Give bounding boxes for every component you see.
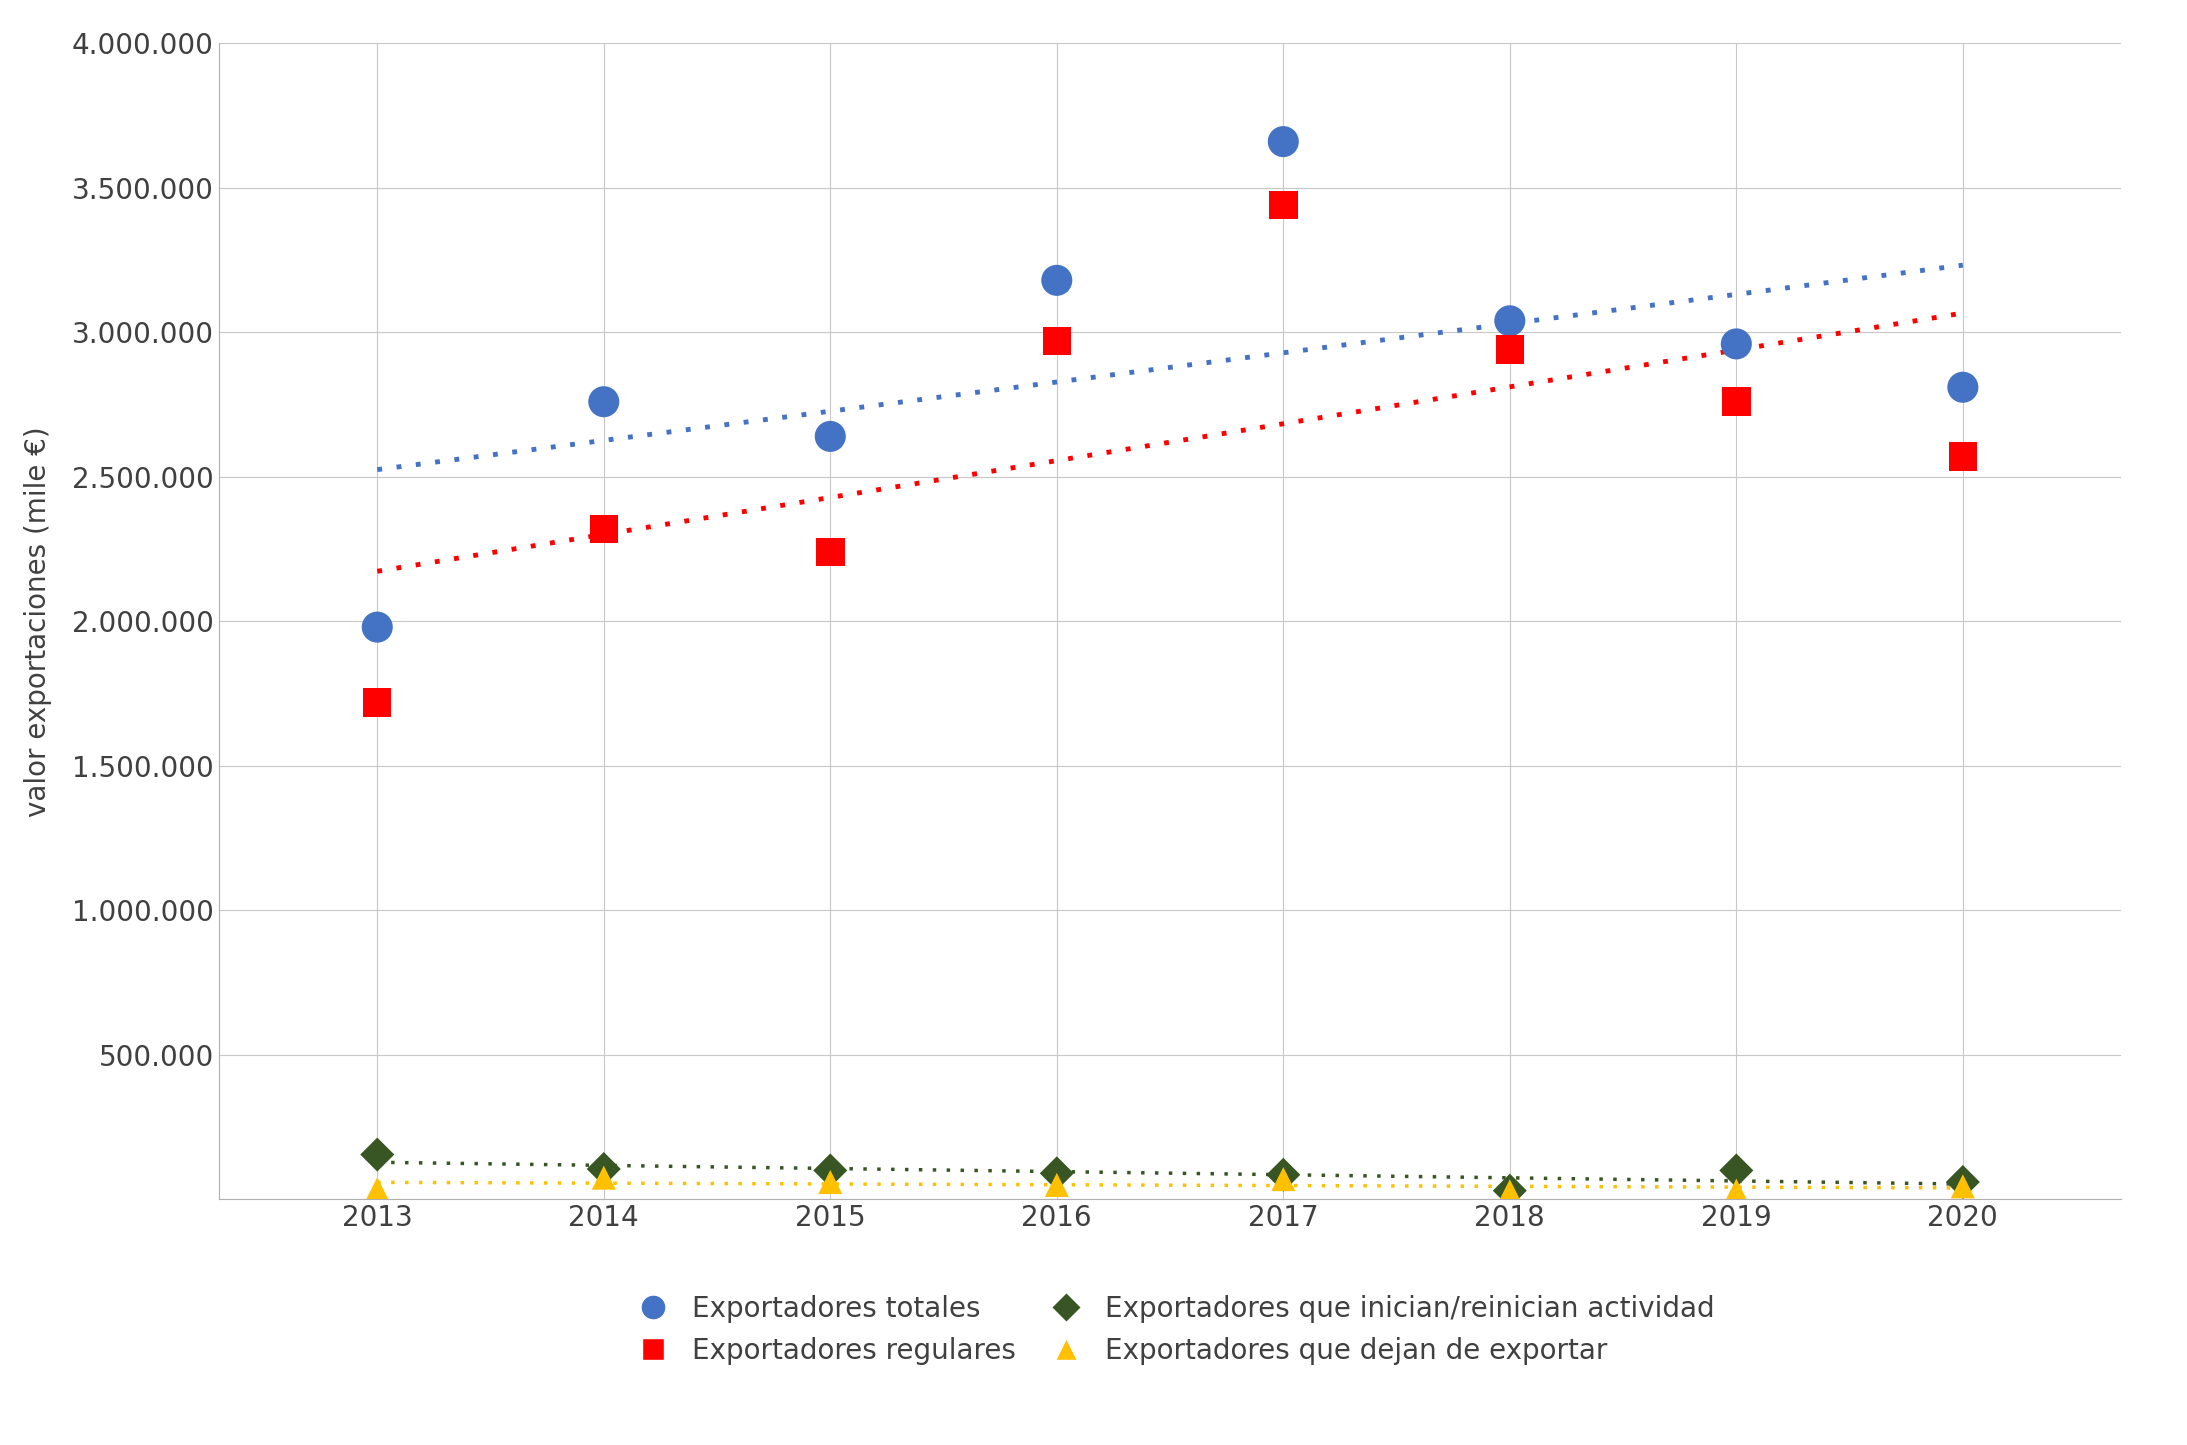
Point — [1266, 1163, 1301, 1186]
Point — [586, 517, 621, 540]
Point — [1946, 1175, 1981, 1198]
Legend: Exportadores totales, Exportadores regulares, Exportadores que inician/reinician: Exportadores totales, Exportadores regul… — [615, 1285, 1726, 1376]
Point — [1719, 390, 1754, 413]
Point — [1492, 1179, 1527, 1202]
Point — [586, 1166, 621, 1189]
Point — [1719, 1179, 1754, 1202]
Y-axis label: valor exportaciones (mile €): valor exportaciones (mile €) — [24, 426, 52, 816]
Point — [361, 1178, 396, 1201]
Point — [361, 691, 396, 714]
Point — [361, 616, 396, 639]
Point — [586, 390, 621, 413]
Point — [1719, 332, 1754, 355]
Point — [1946, 445, 1981, 468]
Point — [1039, 269, 1074, 292]
Point — [1492, 1179, 1527, 1202]
Point — [1039, 329, 1074, 353]
Point — [1492, 338, 1527, 361]
Point — [586, 1157, 621, 1181]
Point — [814, 540, 849, 564]
Point — [1946, 376, 1981, 399]
Point — [814, 1159, 849, 1182]
Point — [1946, 1170, 1981, 1194]
Point — [1266, 130, 1301, 153]
Point — [814, 1170, 849, 1194]
Point — [814, 425, 849, 448]
Point — [1492, 309, 1527, 332]
Point — [1719, 1159, 1754, 1182]
Point — [1039, 1162, 1074, 1185]
Point — [1266, 1168, 1301, 1191]
Point — [1039, 1173, 1074, 1196]
Point — [361, 1143, 396, 1166]
Point — [1266, 194, 1301, 217]
